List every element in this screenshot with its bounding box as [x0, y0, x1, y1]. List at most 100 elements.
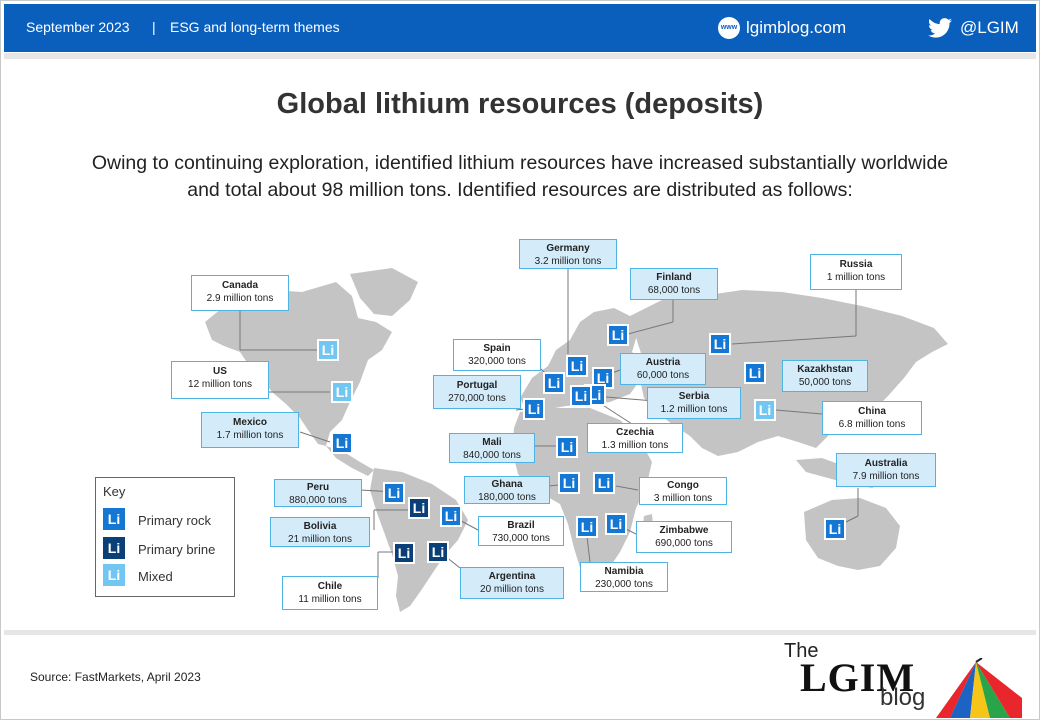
country-name: Peru — [306, 482, 330, 493]
label-peru: Peru 880,000 tons — [274, 479, 362, 507]
label-brazil: Brazil 730,000 tons — [478, 516, 564, 546]
logo-the: The — [784, 640, 819, 662]
country-name: Mexico — [233, 417, 267, 428]
marker-finland[interactable]: Li — [607, 324, 629, 346]
country-name: China — [858, 406, 886, 417]
marker-spain[interactable]: Li — [543, 372, 565, 394]
country-name: Chile — [317, 581, 343, 592]
legend-swatch-brine: Li — [103, 537, 125, 559]
country-value: 270,000 tons — [448, 393, 506, 404]
marker-us[interactable]: Li — [331, 381, 353, 403]
legend-title: Key — [103, 484, 126, 499]
label-germany: Germany 3.2 million tons — [519, 239, 617, 269]
country-name: Australia — [864, 458, 908, 469]
country-value: 50,000 tons — [798, 377, 852, 388]
label-serbia: Serbia 1.2 million tons — [647, 387, 741, 419]
marker-congo[interactable]: Li — [593, 472, 615, 494]
label-us: US 12 million tons — [171, 361, 269, 399]
country-value: 320,000 tons — [468, 356, 526, 367]
marker-zimbabwe[interactable]: Li — [605, 513, 627, 535]
country-name: Zimbabwe — [659, 525, 709, 536]
greenland — [350, 268, 418, 316]
country-value: 68,000 tons — [647, 285, 701, 296]
country-name: Ghana — [491, 479, 523, 490]
country-value: 3 million tons — [653, 493, 713, 504]
label-canada: Canada 2.9 million tons — [191, 275, 289, 311]
country-name: Kazakhstan — [797, 364, 853, 375]
country-name: Czechia — [616, 427, 654, 438]
country-value: 1.3 million tons — [601, 440, 669, 451]
country-name: Mali — [482, 437, 502, 448]
country-name: Finland — [656, 272, 692, 283]
umbrella-icon — [936, 658, 1022, 718]
label-zimbabwe: Zimbabwe 690,000 tons — [636, 521, 732, 553]
country-value: 880,000 tons — [289, 495, 347, 506]
country-value: 2.9 million tons — [206, 293, 274, 304]
label-australia: Australia 7.9 million tons — [836, 453, 936, 487]
country-name: Canada — [221, 280, 259, 291]
country-value: 730,000 tons — [492, 533, 550, 544]
country-name: Russia — [839, 259, 873, 270]
marker-bolivia[interactable]: Li — [408, 497, 430, 519]
lgim-blog-logo: The LGIM blog — [780, 640, 1022, 718]
label-china: China 6.8 million tons — [822, 401, 922, 435]
label-mali: Mali 840,000 tons — [449, 433, 535, 463]
north-america — [205, 282, 392, 446]
label-kazakhstan: Kazakhstan 50,000 tons — [782, 360, 868, 392]
header-date: September 2023 — [26, 19, 130, 35]
legend-label-mixed: Mixed — [138, 569, 173, 584]
marker-ghana[interactable]: Li — [558, 472, 580, 494]
description: Owing to continuing exploration, identif… — [30, 150, 1010, 204]
marker-namibia[interactable]: Li — [576, 516, 598, 538]
country-value: 1 million tons — [826, 272, 886, 283]
globe-icon: www — [718, 17, 740, 39]
marker-mexico[interactable]: Li — [331, 432, 353, 454]
marker-chile[interactable]: Li — [393, 542, 415, 564]
twitter-handle[interactable]: @LGIM — [960, 18, 1019, 37]
country-value: 7.9 million tons — [852, 471, 920, 482]
legend-label-brine: Primary brine — [138, 542, 216, 557]
marker-australia[interactable]: Li — [824, 518, 846, 540]
label-mexico: Mexico 1.7 million tons — [201, 412, 299, 448]
country-value: 6.8 million tons — [838, 419, 906, 430]
website-link[interactable]: lgimblog.com — [746, 18, 847, 37]
country-name: Brazil — [507, 520, 535, 531]
marker-canada[interactable]: Li — [317, 339, 339, 361]
header-separator: | — [152, 19, 156, 35]
map-legend: Key Li Primary rock Li Primary brine Li … — [95, 477, 235, 597]
label-namibia: Namibia 230,000 tons — [580, 562, 668, 592]
page-title: Global lithium resources (deposits) — [276, 88, 764, 120]
marker-brazil[interactable]: Li — [440, 505, 462, 527]
south-america — [370, 468, 468, 612]
header-bar: September 2023 | ESG and long-term theme… — [4, 4, 1036, 52]
source-note: Source: FastMarkets, April 2023 — [30, 670, 201, 684]
country-name: Austria — [645, 357, 681, 368]
marker-kazakhstan[interactable]: Li — [744, 362, 766, 384]
country-name: Congo — [667, 480, 699, 491]
label-czechia: Czechia 1.3 million tons — [587, 423, 683, 453]
country-value: 20 million tons — [480, 584, 544, 595]
marker-mali[interactable]: Li — [556, 436, 578, 458]
country-value: 1.7 million tons — [216, 430, 284, 441]
country-name: Serbia — [678, 391, 710, 402]
marker-portugal[interactable]: Li — [523, 398, 545, 420]
marker-czechia[interactable]: Li — [570, 385, 592, 407]
country-value: 1.2 million tons — [660, 404, 728, 415]
country-name: Argentina — [488, 571, 536, 582]
label-austria: Austria 60,000 tons — [620, 353, 706, 385]
marker-russia[interactable]: Li — [709, 333, 731, 355]
country-value: 840,000 tons — [463, 450, 521, 461]
description-line-2: and total about 98 million tons. Identif… — [187, 179, 853, 201]
marker-china[interactable]: Li — [754, 399, 776, 421]
country-name: Bolivia — [303, 521, 337, 532]
label-argentina: Argentina 20 million tons — [460, 567, 564, 599]
marker-germany[interactable]: Li — [566, 355, 588, 377]
marker-peru[interactable]: Li — [383, 482, 405, 504]
legend-label-rock: Primary rock — [138, 513, 211, 528]
country-value: 21 million tons — [288, 534, 352, 545]
country-value: 60,000 tons — [636, 370, 690, 381]
twitter-icon[interactable] — [928, 18, 952, 38]
country-value: 12 million tons — [188, 379, 252, 390]
country-value: 690,000 tons — [655, 538, 713, 549]
marker-argentina[interactable]: Li — [427, 541, 449, 563]
